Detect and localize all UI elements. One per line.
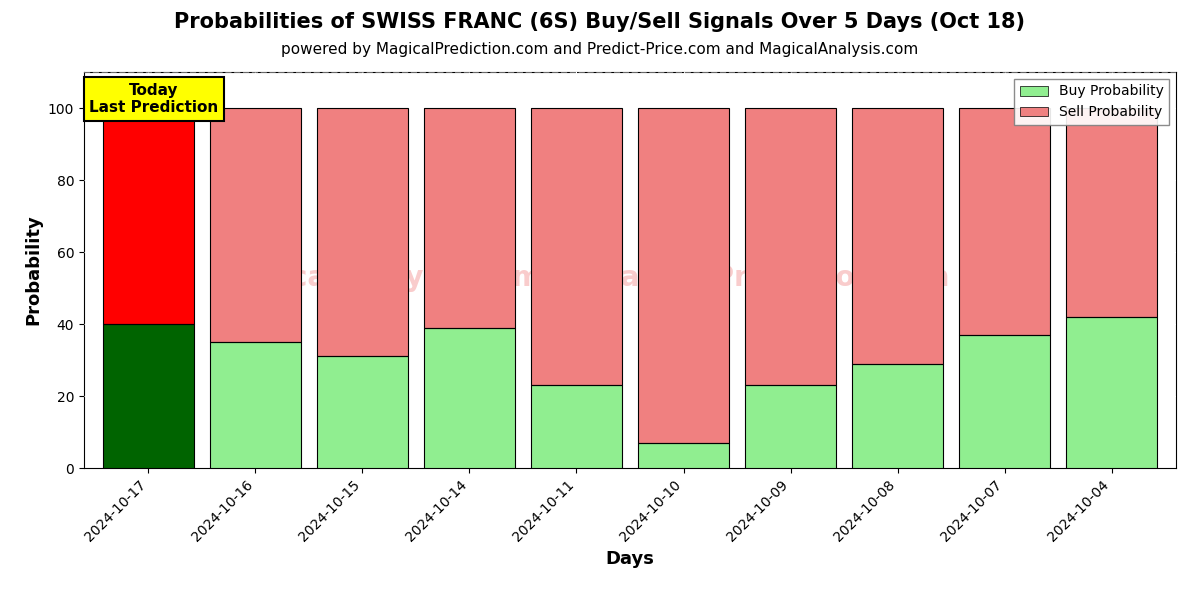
Bar (1067, 317, 1157, 468)
Bar (210, 108, 301, 342)
Bar (852, 108, 943, 364)
Text: Probabilities of SWISS FRANC (6S) Buy/Sell Signals Over 5 Days (Oct 18): Probabilities of SWISS FRANC (6S) Buy/Se… (174, 12, 1026, 32)
Bar (317, 108, 408, 356)
Bar (317, 108, 408, 356)
Bar (103, 108, 193, 324)
Y-axis label: Probability: Probability (24, 215, 42, 325)
Bar (530, 385, 622, 468)
Bar (852, 108, 943, 364)
Bar (530, 108, 622, 385)
Bar (103, 324, 193, 468)
Bar (210, 342, 301, 468)
Bar (103, 324, 193, 468)
Bar (852, 364, 943, 468)
Bar (530, 385, 622, 468)
Bar (638, 443, 730, 468)
Bar (530, 108, 622, 385)
Bar (745, 385, 836, 468)
Bar (745, 385, 836, 468)
X-axis label: Days: Days (606, 550, 654, 568)
Bar (1067, 108, 1157, 317)
Text: MagicalAnalysis.com: MagicalAnalysis.com (216, 264, 542, 292)
Bar (424, 108, 515, 328)
Bar (424, 328, 515, 468)
Text: Today
Last Prediction: Today Last Prediction (89, 83, 218, 115)
Bar (1067, 108, 1157, 317)
Bar (745, 108, 836, 385)
Bar (852, 364, 943, 468)
Bar (317, 356, 408, 468)
Bar (959, 108, 1050, 335)
Bar (959, 335, 1050, 468)
Bar (638, 443, 730, 468)
Bar (424, 108, 515, 328)
Text: MagicalPrediction.com: MagicalPrediction.com (594, 264, 950, 292)
Bar (210, 342, 301, 468)
Bar (745, 108, 836, 385)
Text: powered by MagicalPrediction.com and Predict-Price.com and MagicalAnalysis.com: powered by MagicalPrediction.com and Pre… (281, 42, 919, 57)
Legend: Buy Probability, Sell Probability: Buy Probability, Sell Probability (1014, 79, 1169, 125)
Bar (103, 108, 193, 324)
Bar (424, 328, 515, 468)
Bar (638, 108, 730, 443)
Bar (1067, 317, 1157, 468)
Bar (210, 108, 301, 342)
Bar (638, 108, 730, 443)
Bar (959, 335, 1050, 468)
Bar (317, 356, 408, 468)
Bar (959, 108, 1050, 335)
